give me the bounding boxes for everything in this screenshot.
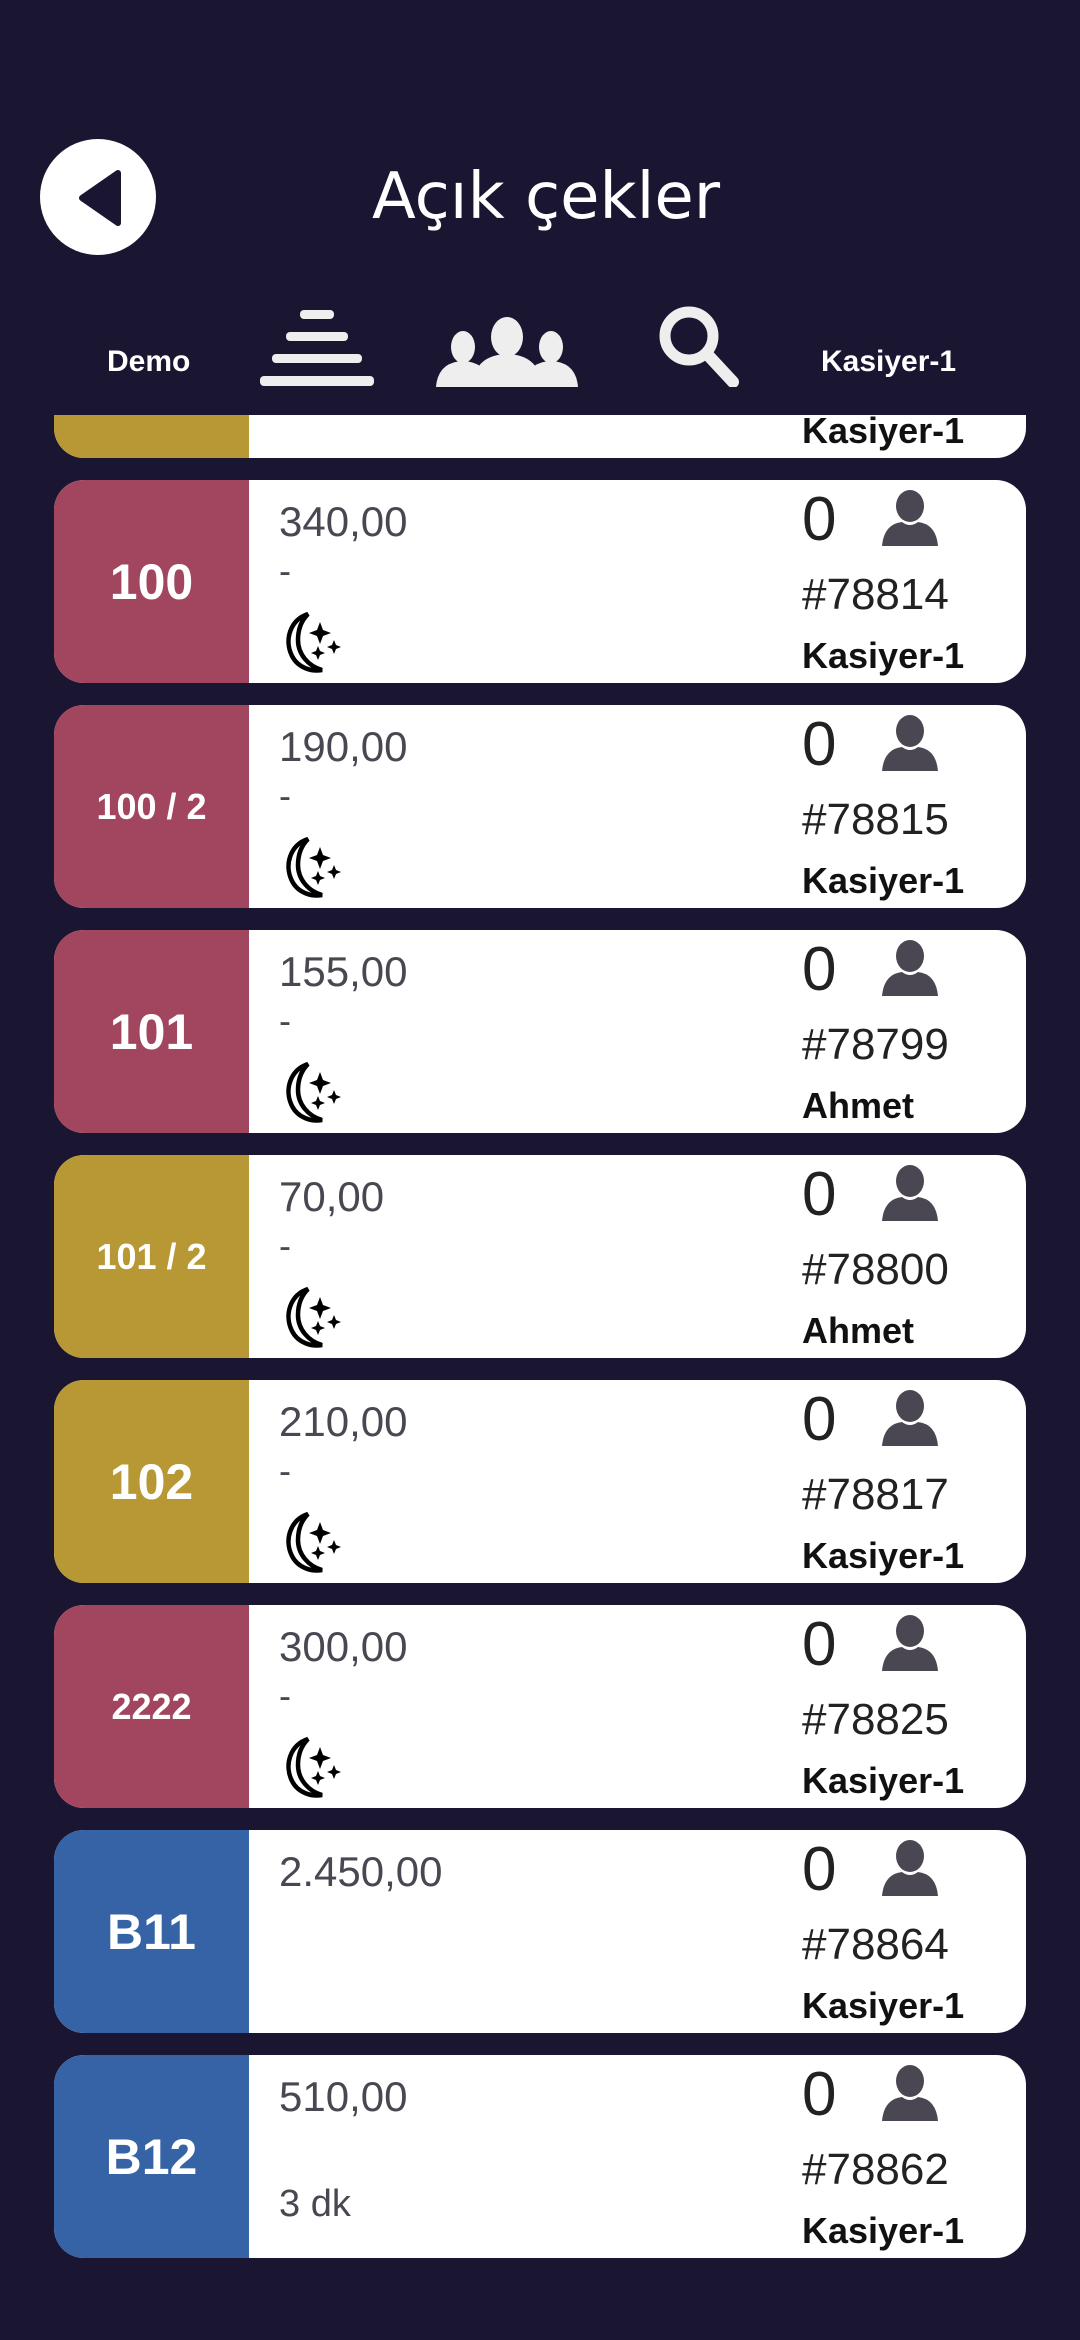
table-badge: 101 [54, 930, 249, 1133]
guest-count: 0 [802, 2060, 837, 2129]
person-icon [880, 715, 940, 776]
check-note: - [279, 1675, 291, 1716]
moon-stars-icon [278, 610, 342, 679]
person-icon [880, 1615, 940, 1676]
page-title: Açık çekler [371, 160, 721, 234]
check-card[interactable]: 101 155,00 - 0 #78799 Ahmet [54, 930, 1026, 1133]
check-amount: 70,00 [279, 1173, 385, 1220]
guest-count: 0 [802, 935, 837, 1004]
guest-count: 0 [802, 1610, 837, 1679]
sort-icon[interactable] [260, 310, 374, 388]
guest-count: 0 [802, 485, 837, 554]
demo-label[interactable]: Demo [107, 345, 191, 378]
check-number: #78825 [802, 1695, 949, 1744]
table-name: 2222 [111, 1685, 192, 1727]
back-icon [79, 170, 121, 226]
header: Açık çekler Demo Kasiyer-1 [0, 0, 1080, 415]
moon-stars-icon [278, 1285, 342, 1354]
check-elapsed-time: 3 dk [279, 2183, 351, 2225]
check-amount: 510,00 [279, 2073, 408, 2120]
table-badge: 100 [54, 480, 249, 683]
table-badge: 102 [54, 1380, 249, 1583]
check-number: #78864 [802, 1920, 949, 1969]
check-amount: 340,00 [279, 498, 408, 545]
person-icon [880, 1390, 940, 1451]
table-badge: 101 / 2 [54, 1155, 249, 1358]
group-icon[interactable] [436, 317, 578, 387]
check-note: - [279, 550, 291, 591]
table-badge: 100 / 2 [54, 705, 249, 908]
check-user: Kasiyer-1 [802, 410, 965, 451]
check-note: - [279, 1450, 291, 1491]
guest-count: 0 [802, 710, 837, 779]
search-icon[interactable] [655, 302, 740, 387]
check-note: - [279, 775, 291, 816]
check-card[interactable]: 100 / 2 190,00 - 0 #78815 Kasiyer-1 [54, 705, 1026, 908]
check-card[interactable]: 101 / 2 70,00 - 0 #78800 Ahmet [54, 1155, 1026, 1358]
moon-stars-icon [278, 1510, 342, 1579]
moon-stars-icon [278, 1060, 342, 1129]
check-user: Ahmet [802, 1310, 915, 1351]
check-user: Kasiyer-1 [802, 1760, 965, 1801]
check-user: Ahmet [802, 1085, 915, 1126]
check-user: Kasiyer-1 [802, 635, 965, 676]
check-number: #78817 [802, 1470, 949, 1519]
check-amount: 190,00 [279, 723, 408, 770]
table-name: 101 [109, 1003, 194, 1060]
check-user: Kasiyer-1 [802, 860, 965, 901]
table-name: 101 / 2 [96, 1235, 207, 1277]
table-name: 100 [109, 553, 194, 610]
cashier-label: Kasiyer-1 [821, 345, 957, 378]
back-button[interactable] [40, 139, 156, 255]
check-number: #78800 [802, 1245, 949, 1294]
table-name: 100 / 2 [96, 785, 207, 827]
person-icon [880, 940, 940, 1001]
check-user: Kasiyer-1 [802, 1535, 965, 1576]
table-badge: 2222 [54, 1605, 249, 1808]
person-icon [880, 490, 940, 551]
table-name: B11 [107, 1903, 196, 1960]
guest-count: 0 [802, 1160, 837, 1229]
person-icon [880, 1165, 940, 1226]
check-amount: 300,00 [279, 1623, 408, 1670]
check-amount: 2.450,00 [279, 1848, 443, 1895]
moon-stars-icon [278, 835, 342, 904]
check-number: #78799 [802, 1020, 949, 1069]
check-note: - [279, 1225, 291, 1266]
guest-count: 0 [802, 1385, 837, 1454]
check-card[interactable]: B11 2.450,00 0 #78864 Kasiyer-1 [54, 1830, 1026, 2033]
table-name: 102 [109, 1453, 194, 1510]
check-amount: 155,00 [279, 948, 408, 995]
person-icon [880, 2065, 940, 2126]
check-user: Kasiyer-1 [802, 2210, 965, 2251]
check-user: Kasiyer-1 [802, 1985, 965, 2026]
table-badge: B11 [54, 1830, 249, 2033]
guest-count: 0 [802, 1835, 837, 1904]
check-number: #78862 [802, 2145, 949, 2194]
table-badge: B12 [54, 2055, 249, 2258]
check-card[interactable]: 2222 300,00 - 0 #78825 Kasiyer-1 [54, 1605, 1026, 1808]
table-name: B12 [105, 2128, 198, 2185]
check-note: - [279, 1000, 291, 1041]
check-number: #78815 [802, 795, 949, 844]
check-number: #78814 [802, 570, 949, 619]
check-card[interactable]: 100 340,00 - 0 #78814 Kasiyer-1 [54, 480, 1026, 683]
check-card[interactable]: 102 210,00 - 0 #78817 Kasiyer-1 [54, 1380, 1026, 1583]
check-card[interactable]: B12 510,00 3 dk 0 #78862 Kasiyer-1 [54, 2055, 1026, 2258]
moon-stars-icon [278, 1735, 342, 1804]
person-icon [880, 1840, 940, 1901]
check-amount: 210,00 [279, 1398, 408, 1445]
